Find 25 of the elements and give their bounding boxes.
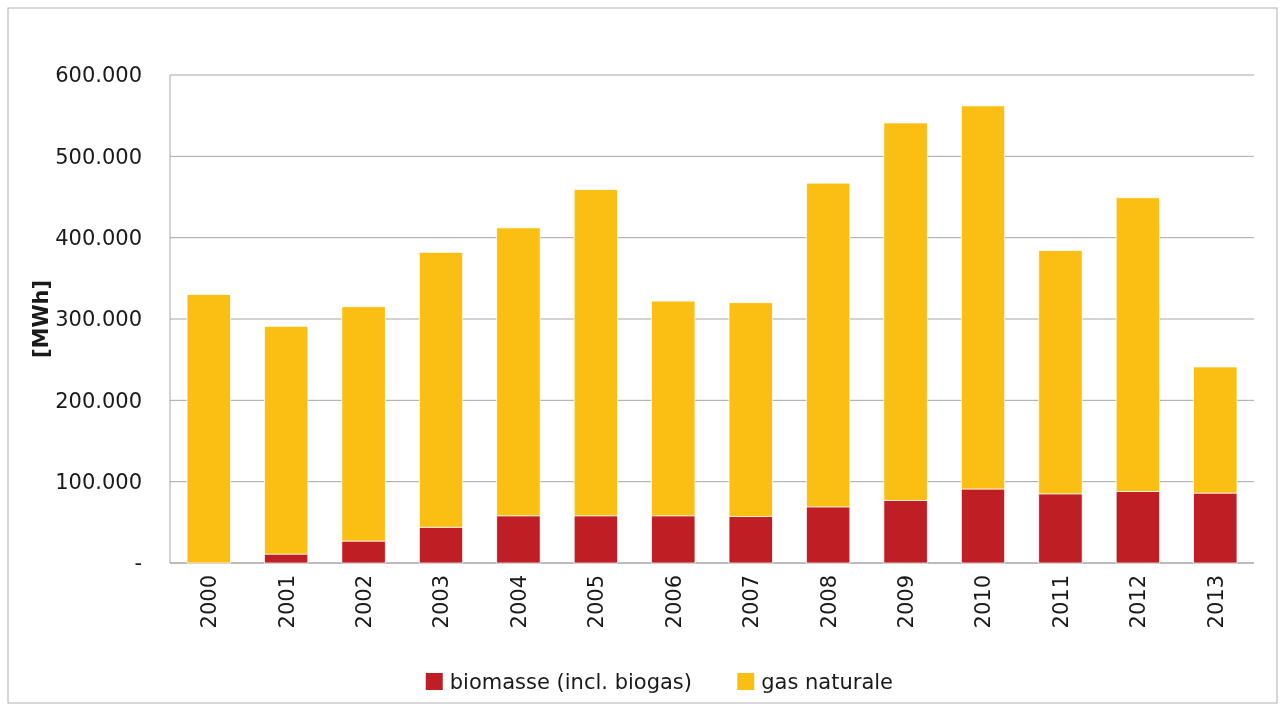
legend-label: gas naturale xyxy=(761,670,894,694)
x-tick-label: 2005 xyxy=(584,575,609,629)
y-tick-label: 100.000 xyxy=(55,470,142,495)
x-tick-label: 2003 xyxy=(429,575,454,629)
x-tick-label: 2002 xyxy=(351,575,376,629)
x-tick-label: 2010 xyxy=(971,575,996,629)
y-tick-label: 500.000 xyxy=(55,144,142,169)
y-tick-label: 200.000 xyxy=(55,388,142,413)
y-tick-label: - xyxy=(134,551,142,576)
y-tick-label: 300.000 xyxy=(55,307,142,332)
legend-label: biomasse (incl. biogas) xyxy=(449,670,692,694)
y-axis-title: [MWh] xyxy=(29,279,53,359)
x-tick-label: 2012 xyxy=(1126,575,1151,629)
x-tick-label: 2006 xyxy=(661,575,686,629)
y-tick-label: 400.000 xyxy=(55,226,142,251)
x-tick-label: 2008 xyxy=(816,575,841,629)
x-tick-label: 2004 xyxy=(506,575,531,629)
bar xyxy=(186,294,231,564)
x-tick-label: 2013 xyxy=(1203,575,1228,629)
x-tick-label: 2001 xyxy=(274,575,299,629)
x-tick-label: 2007 xyxy=(739,575,764,629)
x-tick-label: 2000 xyxy=(197,575,222,629)
x-tick-label: 2011 xyxy=(1048,575,1073,629)
y-tick-label: 600.000 xyxy=(55,63,142,88)
x-tick-label: 2009 xyxy=(893,575,918,629)
